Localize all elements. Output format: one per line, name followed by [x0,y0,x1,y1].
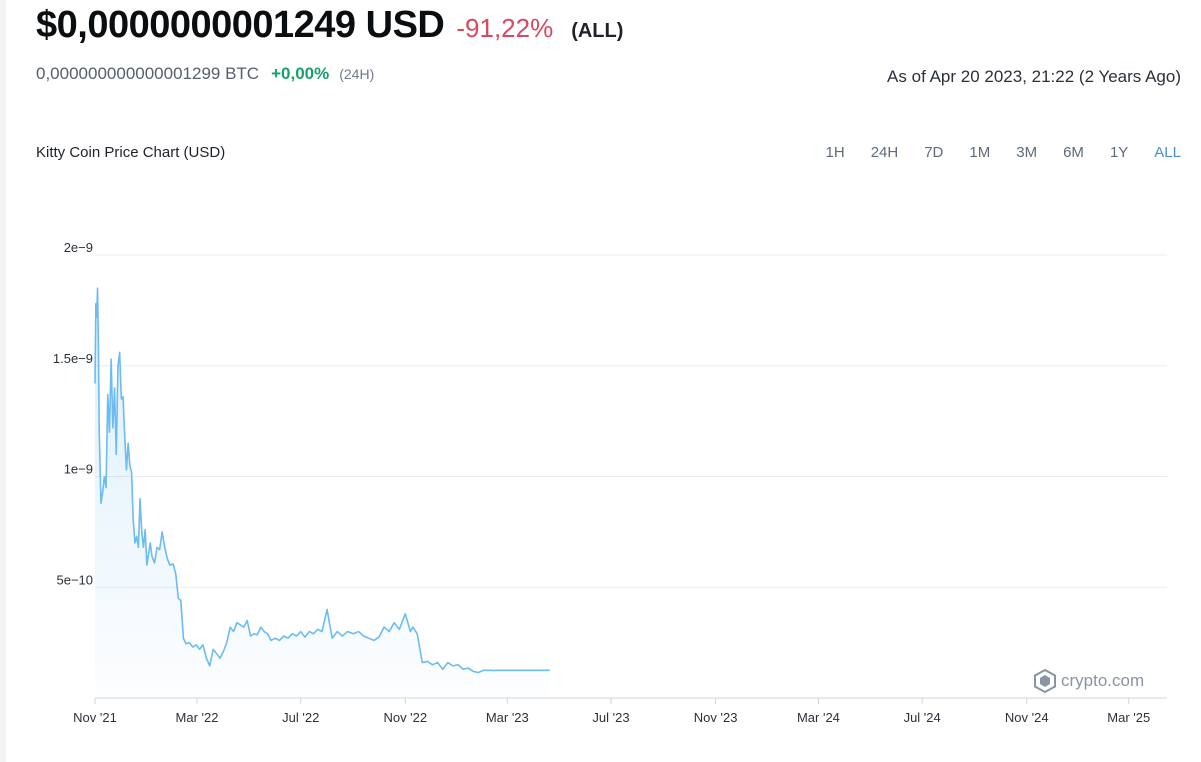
price-line [94,287,550,674]
btc-change: +0,00% [271,64,330,83]
x-tick-label: Nov '21 [73,710,117,725]
range-3m-button[interactable]: 3M [1016,144,1038,161]
x-tick-label: Nov '22 [383,710,427,725]
y-tick-label: 1.5e−9 [53,351,93,366]
x-tick-label: Mar '23 [486,710,529,725]
range-1y-button[interactable]: 1Y [1109,144,1129,161]
range-1m-button[interactable]: 1M [969,144,991,161]
price-header: $0,0000000001249 USD -91,22% (ALL) [36,4,623,52]
chart-title: Kitty Coin Price Chart (USD) [36,144,226,161]
crypto-com-watermark: crypto.com [1034,669,1144,693]
x-tick-label: Jul '23 [592,710,629,725]
btc-price-row: 0,000000000000001299 BTC +0,00% (24H) [36,64,374,84]
range-7d-button[interactable]: 7D [924,144,944,161]
left-border [0,0,6,762]
as-of-timestamp: As of Apr 20 2023, 21:22 (2 Years Ago) [887,67,1181,86]
x-tick-label: Mar '25 [1107,710,1150,725]
y-tick-label: 5e−10 [56,572,93,587]
y-tick-label: 2e−9 [64,240,93,255]
crypto-com-logo-icon [1034,669,1056,693]
btc-price: 0,000000000000001299 BTC [36,64,260,83]
price-area [95,288,550,698]
price-value: $0,0000000001249 USD [36,4,445,46]
price-change: -91,22% [456,13,554,43]
x-tick-label: Mar '22 [176,710,219,725]
x-tick-label: Jul '22 [282,710,319,725]
x-tick-label: Nov '24 [1005,710,1049,725]
range-1h-button[interactable]: 1H [825,144,845,161]
time-range-selector: 1H 24H 7D 1M 3M 6M 1Y ALL [826,144,1182,161]
range-all-button[interactable]: ALL [1154,144,1181,161]
range-6m-button[interactable]: 6M [1063,144,1084,161]
price-change-period: (ALL) [571,20,624,42]
x-tick-label: Jul '24 [904,710,941,725]
x-tick-label: Mar '24 [797,710,840,725]
range-24h-button[interactable]: 24H [870,144,899,161]
watermark-text: crypto.com [1061,671,1145,690]
x-tick-label: Nov '23 [694,710,738,725]
btc-change-period: (24H) [339,66,375,82]
y-tick-label: 1e−9 [64,462,93,477]
